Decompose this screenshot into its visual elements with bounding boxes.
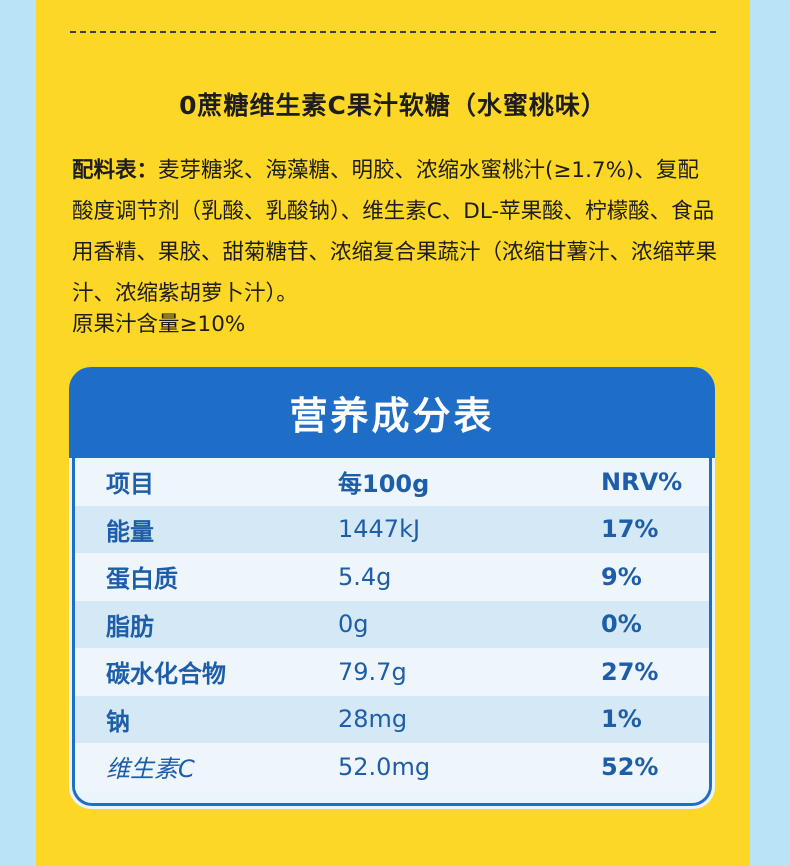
ingredients-text: 麦芽糖浆、海藻糖、明胶、浓缩水蜜桃汁(≥1.7%)、复配酸度调节剂（乳酸、乳酸钠… <box>72 158 718 306</box>
table-row: 维生素C 52.0mg 52% <box>75 743 709 791</box>
row-value: 1447kJ <box>338 515 421 544</box>
row-value: 5.4g <box>338 562 392 591</box>
table-header-row: 项目 每100g NRV% <box>75 458 709 506</box>
row-nrv: 52% <box>601 752 659 781</box>
header-item: 项目 <box>106 470 154 499</box>
row-value: 79.7g <box>338 657 407 686</box>
table-row: 钠 28mg 1% <box>75 695 709 743</box>
yellow-panel: 0蔗糖维生素C果汁软糖（水蜜桃味） 配料表：麦芽糖浆、海藻糖、明胶、浓缩水蜜桃汁… <box>36 0 750 866</box>
juice-content: 原果汁含量≥10% <box>72 312 246 337</box>
row-item: 蛋白质 <box>106 565 178 594</box>
row-nrv: 0% <box>601 610 642 639</box>
row-value: 28mg <box>338 705 408 734</box>
header-per100g: 每100g <box>338 470 430 499</box>
header-nrv: NRV% <box>601 467 683 496</box>
nutrition-table-title: 营养成分表 <box>69 367 715 458</box>
row-nrv: 27% <box>601 657 659 686</box>
row-nrv: 1% <box>601 705 642 734</box>
row-item: 维生素C <box>106 755 195 784</box>
nutrition-table: 营养成分表 项目 每100g NRV% 能量 1447kJ 17% 蛋白质 5.… <box>69 367 715 809</box>
row-item: 碳水化合物 <box>106 660 226 689</box>
row-item: 钠 <box>106 707 130 736</box>
row-value: 0g <box>338 610 369 639</box>
table-row: 蛋白质 5.4g 9% <box>75 553 709 601</box>
dashed-divider <box>70 31 716 33</box>
table-row: 能量 1447kJ 17% <box>75 505 709 553</box>
ingredients-list: 配料表：麦芽糖浆、海藻糖、明胶、浓缩水蜜桃汁(≥1.7%)、复配酸度调节剂（乳酸… <box>72 150 718 314</box>
product-title: 0蔗糖维生素C果汁软糖（水蜜桃味） <box>179 91 607 120</box>
nutrition-table-body: 项目 每100g NRV% 能量 1447kJ 17% 蛋白质 5.4g 9% … <box>72 458 712 806</box>
row-value: 52.0mg <box>338 752 431 781</box>
row-item: 能量 <box>106 517 154 546</box>
row-nrv: 9% <box>601 562 642 591</box>
ingredients-label: 配料表： <box>72 158 159 183</box>
table-row: 碳水化合物 79.7g 27% <box>75 648 709 696</box>
row-item: 脂肪 <box>106 612 154 641</box>
table-row: 脂肪 0g 0% <box>75 600 709 648</box>
row-nrv: 17% <box>601 515 659 544</box>
